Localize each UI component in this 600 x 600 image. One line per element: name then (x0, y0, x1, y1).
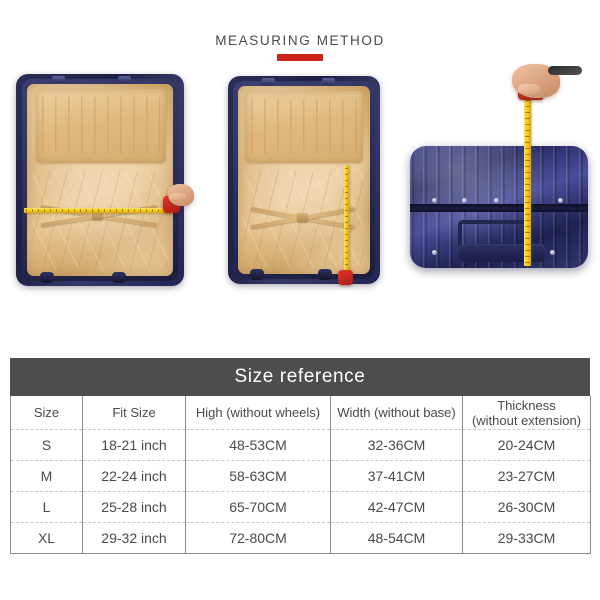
table-row: M 22-24 inch 58-63CM 37-41CM 23-27CM (10, 460, 591, 492)
cell-size: XL (10, 522, 83, 554)
suitcase-latch-left (52, 76, 65, 83)
suitcase-base-fabric (32, 170, 168, 270)
rivet (462, 198, 467, 203)
size-chart: Size Fit Size High (without wheels) Widt… (10, 396, 591, 554)
size-reference-banner: Size reference (10, 358, 590, 396)
column-header-width: Width (without base) (330, 396, 463, 430)
suitcase-latch-right (322, 78, 335, 85)
page-title-block: MEASURING METHOD (0, 33, 600, 61)
cell-size: L (10, 491, 83, 523)
cell-fit-size: 22-24 inch (82, 460, 186, 492)
column-header-thickness-line1: Thickness (497, 397, 556, 413)
suitcase-lid-panel (245, 91, 363, 163)
table-row: S 18-21 inch 48-53CM 32-36CM 20-24CM (10, 429, 591, 461)
column-header-fit-size: Fit Size (82, 396, 186, 430)
title-accent-bar (277, 54, 323, 61)
rivet (432, 250, 437, 255)
measuring-method-photo-strip (0, 62, 600, 307)
rivet (494, 198, 499, 203)
rivet (558, 198, 563, 203)
suitcase-bottom-plate (458, 244, 546, 262)
finger (518, 84, 540, 94)
suitcase-latch-right (118, 76, 131, 83)
photo-open-suitcase-width (0, 62, 200, 307)
suitcase-wheel-left (250, 269, 264, 280)
suitcase-lid-ribs (251, 99, 357, 154)
tape-measure-ticks (525, 100, 530, 264)
cell-width: 48-54CM (330, 522, 463, 554)
suitcase-shell-seam (410, 204, 588, 212)
suitcase-strap-buckle (297, 213, 308, 222)
cell-high: 72-80CM (185, 522, 331, 554)
cell-width: 37-41CM (330, 460, 463, 492)
suitcase-latch-left (262, 78, 275, 85)
cell-fit-size: 29-32 inch (82, 522, 186, 554)
suitcase-wheel-left (40, 272, 54, 283)
cell-high: 58-63CM (185, 460, 331, 492)
column-header-thickness-line2: (without extension) (471, 412, 582, 428)
column-header-size: Size (10, 396, 83, 430)
cell-size: M (10, 460, 83, 492)
table-row: XL 29-32 inch 72-80CM 48-54CM 29-33CM (10, 522, 591, 554)
column-header-thickness: Thickness (without extension) (462, 396, 591, 430)
cell-fit-size: 25-28 inch (82, 491, 186, 523)
tape-measure-ticks (345, 168, 348, 274)
tape-measure-grip (548, 66, 582, 75)
cell-high: 65-70CM (185, 491, 331, 523)
table-row: L 25-28 inch 65-70CM 42-47CM 26-30CM (10, 491, 591, 523)
rivet (432, 198, 437, 203)
size-reference-table: Size reference Size Fit Size High (witho… (10, 358, 591, 554)
column-header-high: High (without wheels) (185, 396, 331, 430)
cell-high: 48-53CM (185, 429, 331, 461)
tape-measure-ticks (26, 209, 166, 212)
rivet (550, 250, 555, 255)
photo-open-suitcase-height (200, 62, 400, 307)
photo-closed-suitcase-thickness (400, 62, 600, 307)
cell-thickness: 26-30CM (462, 491, 591, 523)
page-title: MEASURING METHOD (215, 33, 385, 48)
suitcase-lid-panel (36, 89, 166, 163)
cell-thickness: 29-33CM (497, 530, 556, 546)
closed-suitcase-body (410, 146, 588, 268)
suitcase-lid-ribs (42, 97, 160, 154)
suitcase-wheel-right (318, 269, 332, 280)
suitcase-strap-buckle (92, 211, 103, 220)
suitcase-wheel-right (112, 272, 126, 283)
cell-thickness: 20-24CM (462, 429, 591, 461)
cell-thickness: 23-27CM (462, 460, 591, 492)
finger (170, 193, 186, 200)
cell-width: 32-36CM (330, 429, 463, 461)
tape-measure-case (338, 270, 353, 285)
size-reference-title: Size reference (234, 366, 366, 387)
cell-size: S (10, 429, 83, 461)
cell-fit-size: 18-21 inch (82, 429, 186, 461)
cell-width: 42-47CM (330, 491, 463, 523)
table-header-row: Size Fit Size High (without wheels) Widt… (10, 396, 591, 430)
